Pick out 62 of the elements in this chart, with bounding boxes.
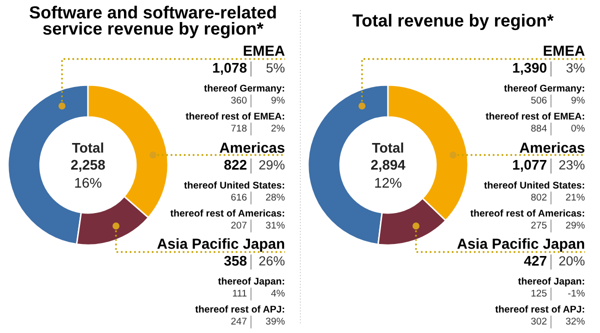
slice-label: EMEA (544, 46, 585, 56)
text: 247 (231, 318, 247, 325)
slice-label: Americas (220, 142, 284, 153)
text: 9% (571, 96, 585, 104)
text: 20% (559, 256, 585, 266)
slice-label: Asia Pacific Japan (457, 238, 584, 252)
data-label: 1,077 (513, 160, 546, 172)
text: 718 (231, 124, 247, 132)
text: thereof rest of Americas: (470, 209, 584, 217)
text: 125 (532, 290, 547, 297)
text: thereof United States: (184, 181, 284, 189)
text: thereof rest of EMEA: (486, 112, 584, 120)
text: thereof rest of APJ: (195, 305, 284, 313)
text: thereof United States: (484, 181, 584, 189)
text: 506 (531, 96, 547, 104)
text: thereof Germany: (504, 84, 584, 94)
slice-label: Americas (520, 142, 584, 153)
text: 4% (271, 290, 285, 297)
slice-label: EMEA (244, 46, 285, 56)
text: 32% (566, 318, 585, 325)
text: 302 (531, 318, 547, 325)
text: 0% (571, 124, 585, 132)
text: thereof rest of Americas: (170, 209, 284, 217)
text: -1% (568, 290, 585, 297)
text: 26% (259, 256, 285, 266)
chart-title: Software and software-related service revenue by region* (30, 6, 276, 38)
text: thereof Japan: (518, 277, 584, 287)
text: 2,258 (71, 160, 105, 172)
text: 29% (259, 160, 285, 170)
data-label: 1,390 (513, 62, 546, 75)
text: 207 (231, 222, 247, 229)
text: thereof Japan: (218, 277, 284, 287)
text: 23% (559, 160, 585, 170)
text: 12% (375, 178, 402, 188)
text: Total (372, 142, 404, 153)
text: 31% (266, 222, 285, 229)
text: 2,894 (371, 160, 406, 172)
text: 360 (231, 96, 247, 104)
text: thereof rest of EMEA: (186, 112, 284, 120)
slice-label: Asia Pacific Japan (157, 238, 284, 252)
text: 616 (231, 194, 247, 201)
text: 802 (531, 194, 547, 201)
text: 275 (531, 222, 547, 229)
data-label: 427 (524, 256, 546, 266)
text: thereof Germany: (204, 84, 284, 94)
text: 884 (531, 124, 547, 132)
text: 28% (266, 194, 285, 201)
text: 39% (266, 318, 285, 325)
data-label: 822 (224, 160, 246, 170)
data-label: 1,078 (213, 62, 247, 75)
data-label: 358 (224, 256, 247, 266)
chart-title: Total revenue by region* (352, 14, 554, 30)
text: 21% (566, 194, 585, 201)
text: 5% (266, 63, 285, 73)
text: 111 (232, 290, 247, 297)
text: 9% (271, 96, 285, 104)
text: Total (72, 142, 104, 153)
text: 16% (75, 178, 102, 188)
text: 29% (566, 222, 585, 229)
text: 2% (271, 124, 285, 132)
text: 3% (566, 63, 585, 73)
text: thereof rest of APJ: (495, 305, 584, 313)
